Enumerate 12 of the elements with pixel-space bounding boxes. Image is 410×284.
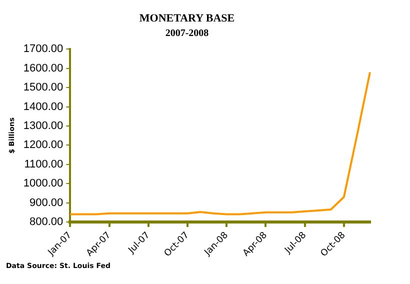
y-tick-label: 1200.00 bbox=[23, 139, 64, 152]
y-tick-label: 1400.00 bbox=[23, 100, 64, 113]
y-tick-label: 1000.00 bbox=[23, 178, 64, 190]
y-tick-label: 800.00 bbox=[30, 216, 64, 228]
y-tick-label: 1100.00 bbox=[24, 158, 64, 170]
y-tick-label: 1700.00 bbox=[23, 43, 64, 56]
y-tick-label: 1300.00 bbox=[23, 120, 64, 132]
y-tick-label: 900.00 bbox=[30, 196, 64, 209]
y-tick-label: 1500.00 bbox=[23, 82, 64, 94]
chart-title: MONETARY BASE bbox=[139, 12, 235, 24]
chart-subtitle: 2007-2008 bbox=[165, 28, 209, 39]
y-tick-label: 1600.00 bbox=[23, 62, 64, 74]
